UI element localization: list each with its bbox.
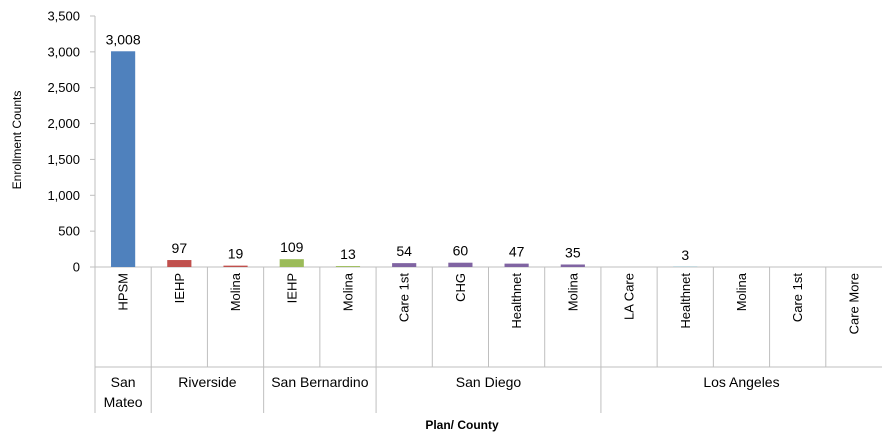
y-tick-label: 2,500	[47, 80, 80, 95]
data-label: 19	[228, 246, 244, 262]
bar	[335, 266, 361, 267]
bar	[167, 260, 192, 267]
data-label: 60	[453, 243, 469, 259]
y-tick-label: 1,500	[47, 152, 80, 167]
y-tick-label: 1,000	[47, 188, 80, 203]
category-label: Care 1st	[790, 273, 805, 323]
data-label: 3,008	[106, 31, 141, 47]
x-axis-title: Plan/ County	[425, 418, 499, 432]
bar	[448, 262, 473, 267]
y-tick-label: 3,500	[47, 9, 80, 24]
bar	[504, 263, 529, 267]
data-label: 47	[509, 244, 525, 260]
bar	[279, 259, 304, 267]
county-label: San	[111, 374, 136, 390]
category-label: Molina	[734, 272, 749, 311]
data-label: 97	[172, 240, 188, 256]
county-label: Los Angeles	[703, 374, 779, 390]
data-labels: 3,008 97 19 109 13 54 60 47 35 3	[106, 31, 690, 263]
data-label: 109	[280, 239, 304, 255]
category-label: LA Care	[622, 273, 637, 320]
data-label: 54	[396, 243, 412, 259]
y-tick-label: 3,000	[47, 44, 80, 59]
bars	[111, 51, 698, 267]
data-label: 13	[340, 246, 356, 262]
category-label: Care 1st	[397, 273, 412, 323]
data-label: 35	[565, 244, 581, 260]
y-tick-label: 2,000	[47, 116, 80, 131]
category-label: IEHP	[172, 273, 187, 303]
axes: 0 500 1,000 1,500 2,000 2,500 3,000 3,500 HPSM Sa…	[47, 9, 882, 413]
county-label: San Bernardino	[271, 374, 369, 390]
bar	[223, 265, 248, 267]
county-label: Riverside	[178, 374, 237, 390]
y-axis-title: Enrollment Counts	[10, 91, 24, 190]
category-label: Healthnet	[678, 273, 693, 329]
category-label: Molina	[565, 272, 580, 311]
category-label: IEHP	[284, 273, 299, 303]
y-tick-label: 0	[73, 260, 80, 275]
county-label: San Diego	[456, 374, 522, 390]
category-label: HPSM	[116, 273, 131, 311]
bar	[560, 264, 585, 267]
category-label: Molina	[228, 272, 243, 311]
category-label: Care More	[846, 273, 861, 334]
y-tick-label: 500	[58, 224, 80, 239]
bar	[111, 51, 136, 267]
category-label: CHG	[453, 273, 468, 302]
county-label: Mateo	[104, 394, 143, 410]
category-label: Molina	[340, 272, 355, 311]
data-label: 3	[681, 247, 689, 263]
bar	[392, 263, 417, 267]
category-label: Healthnet	[509, 273, 524, 329]
